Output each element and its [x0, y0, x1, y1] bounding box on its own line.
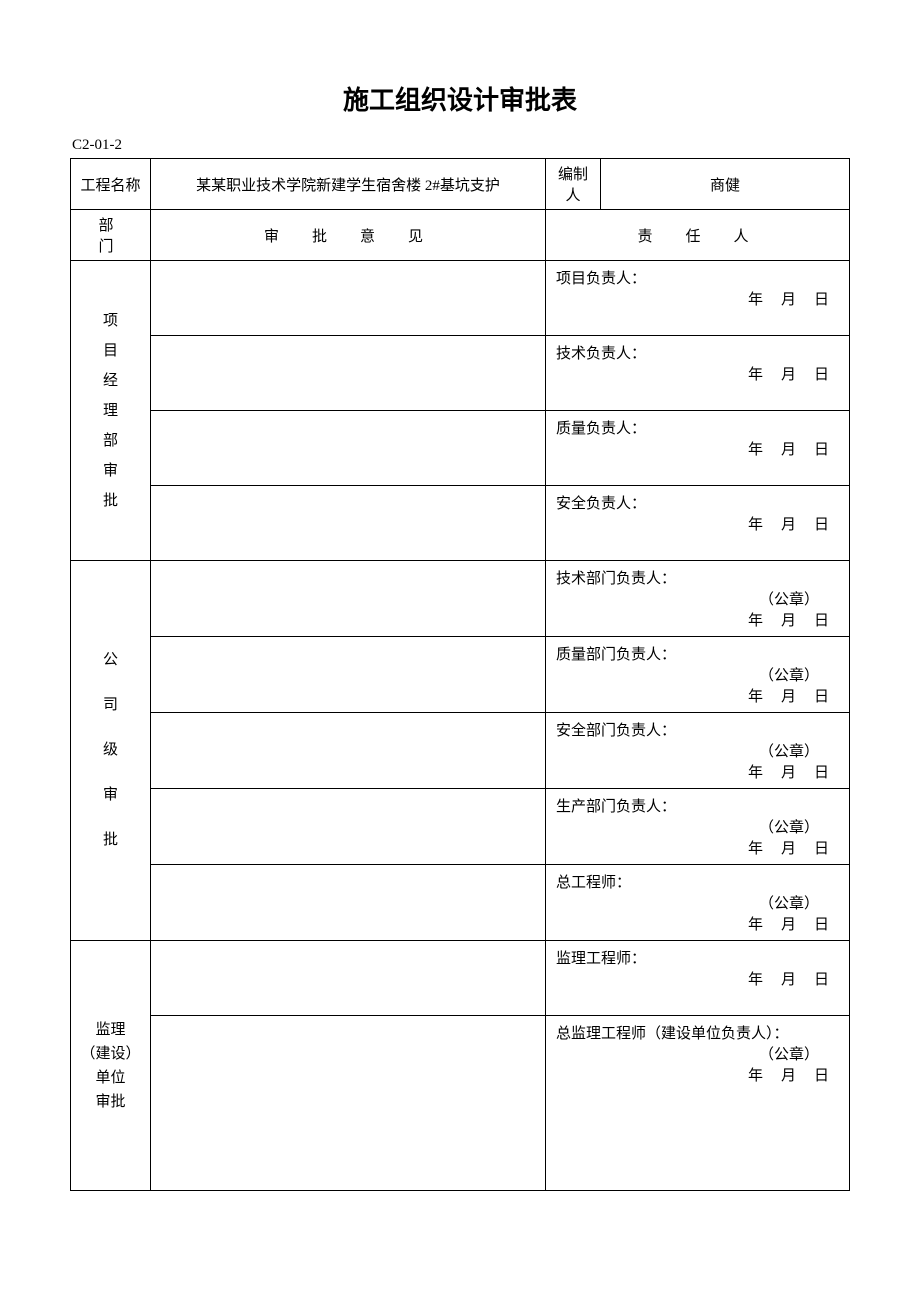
section-supervision: 监理 （建设） 单位 审批 [71, 941, 151, 1191]
date-line: 年月日 [556, 288, 839, 309]
role-label: 技术负责人： [556, 342, 839, 363]
date-line: 年月日 [556, 438, 839, 459]
col-responsible: 责 任 人 [546, 210, 850, 261]
sig-cell[interactable]: 总监理工程师（建设单位负责人）： （公章） 年月日 [546, 1016, 850, 1191]
opinion-cell[interactable] [151, 789, 546, 865]
date-line: 年月日 [556, 1064, 839, 1085]
section-company: 公 司 级 审 批 [71, 561, 151, 941]
role-label: 项目负责人： [556, 267, 839, 288]
date-line: 年月日 [556, 968, 839, 989]
project-label: 工程名称 [71, 159, 151, 210]
sig-cell[interactable]: 质量负责人： 年月日 [546, 411, 850, 486]
date-line: 年月日 [556, 837, 839, 858]
sig-cell[interactable]: 安全部门负责人： （公章） 年月日 [546, 713, 850, 789]
seal-label: （公章） [556, 816, 839, 837]
date-line: 年月日 [556, 363, 839, 384]
seal-label: （公章） [556, 588, 839, 609]
role-label: 质量负责人： [556, 417, 839, 438]
opinion-cell[interactable] [151, 411, 546, 486]
seal-label: （公章） [556, 1043, 839, 1064]
sig-cell[interactable]: 质量部门负责人： （公章） 年月日 [546, 637, 850, 713]
section-project-mgr: 项 目 经 理 部 审 批 [71, 261, 151, 561]
sig-cell[interactable]: 项目负责人： 年月日 [546, 261, 850, 336]
opinion-cell[interactable] [151, 561, 546, 637]
role-label: 质量部门负责人： [556, 643, 839, 664]
role-label: 监理工程师： [556, 947, 839, 968]
date-line: 年月日 [556, 685, 839, 706]
col-dept: 部 门 [71, 210, 151, 261]
col-opinion: 审 批 意 见 [151, 210, 546, 261]
opinion-cell[interactable] [151, 486, 546, 561]
sig-cell[interactable]: 技术部门负责人： （公章） 年月日 [546, 561, 850, 637]
role-label: 安全负责人： [556, 492, 839, 513]
opinion-cell[interactable] [151, 336, 546, 411]
date-line: 年月日 [556, 513, 839, 534]
date-line: 年月日 [556, 913, 839, 934]
role-label: 总工程师： [556, 871, 839, 892]
sig-cell[interactable]: 总工程师： （公章） 年月日 [546, 865, 850, 941]
role-label: 安全部门负责人： [556, 719, 839, 740]
sig-cell[interactable]: 监理工程师： 年月日 [546, 941, 850, 1016]
form-code: C2-01-2 [70, 137, 850, 154]
seal-label: （公章） [556, 892, 839, 913]
page-title: 施工组织设计审批表 [70, 80, 850, 117]
opinion-cell[interactable] [151, 865, 546, 941]
seal-label: （公章） [556, 740, 839, 761]
approval-table: 工程名称 某某职业技术学院新建学生宿舍楼 2#基坑支护 编制人 商健 部 门 审… [70, 158, 850, 1191]
sig-cell[interactable]: 技术负责人： 年月日 [546, 336, 850, 411]
opinion-cell[interactable] [151, 713, 546, 789]
opinion-cell[interactable] [151, 637, 546, 713]
role-label: 总监理工程师（建设单位负责人）： [556, 1022, 839, 1043]
seal-label: （公章） [556, 664, 839, 685]
opinion-cell[interactable] [151, 1016, 546, 1191]
compiler-value: 商健 [601, 159, 850, 210]
opinion-cell[interactable] [151, 261, 546, 336]
sig-cell[interactable]: 生产部门负责人： （公章） 年月日 [546, 789, 850, 865]
compiler-label: 编制人 [546, 159, 601, 210]
sig-cell[interactable]: 安全负责人： 年月日 [546, 486, 850, 561]
date-line: 年月日 [556, 609, 839, 630]
opinion-cell[interactable] [151, 941, 546, 1016]
role-label: 技术部门负责人： [556, 567, 839, 588]
project-value: 某某职业技术学院新建学生宿舍楼 2#基坑支护 [151, 159, 546, 210]
role-label: 生产部门负责人： [556, 795, 839, 816]
date-line: 年月日 [556, 761, 839, 782]
